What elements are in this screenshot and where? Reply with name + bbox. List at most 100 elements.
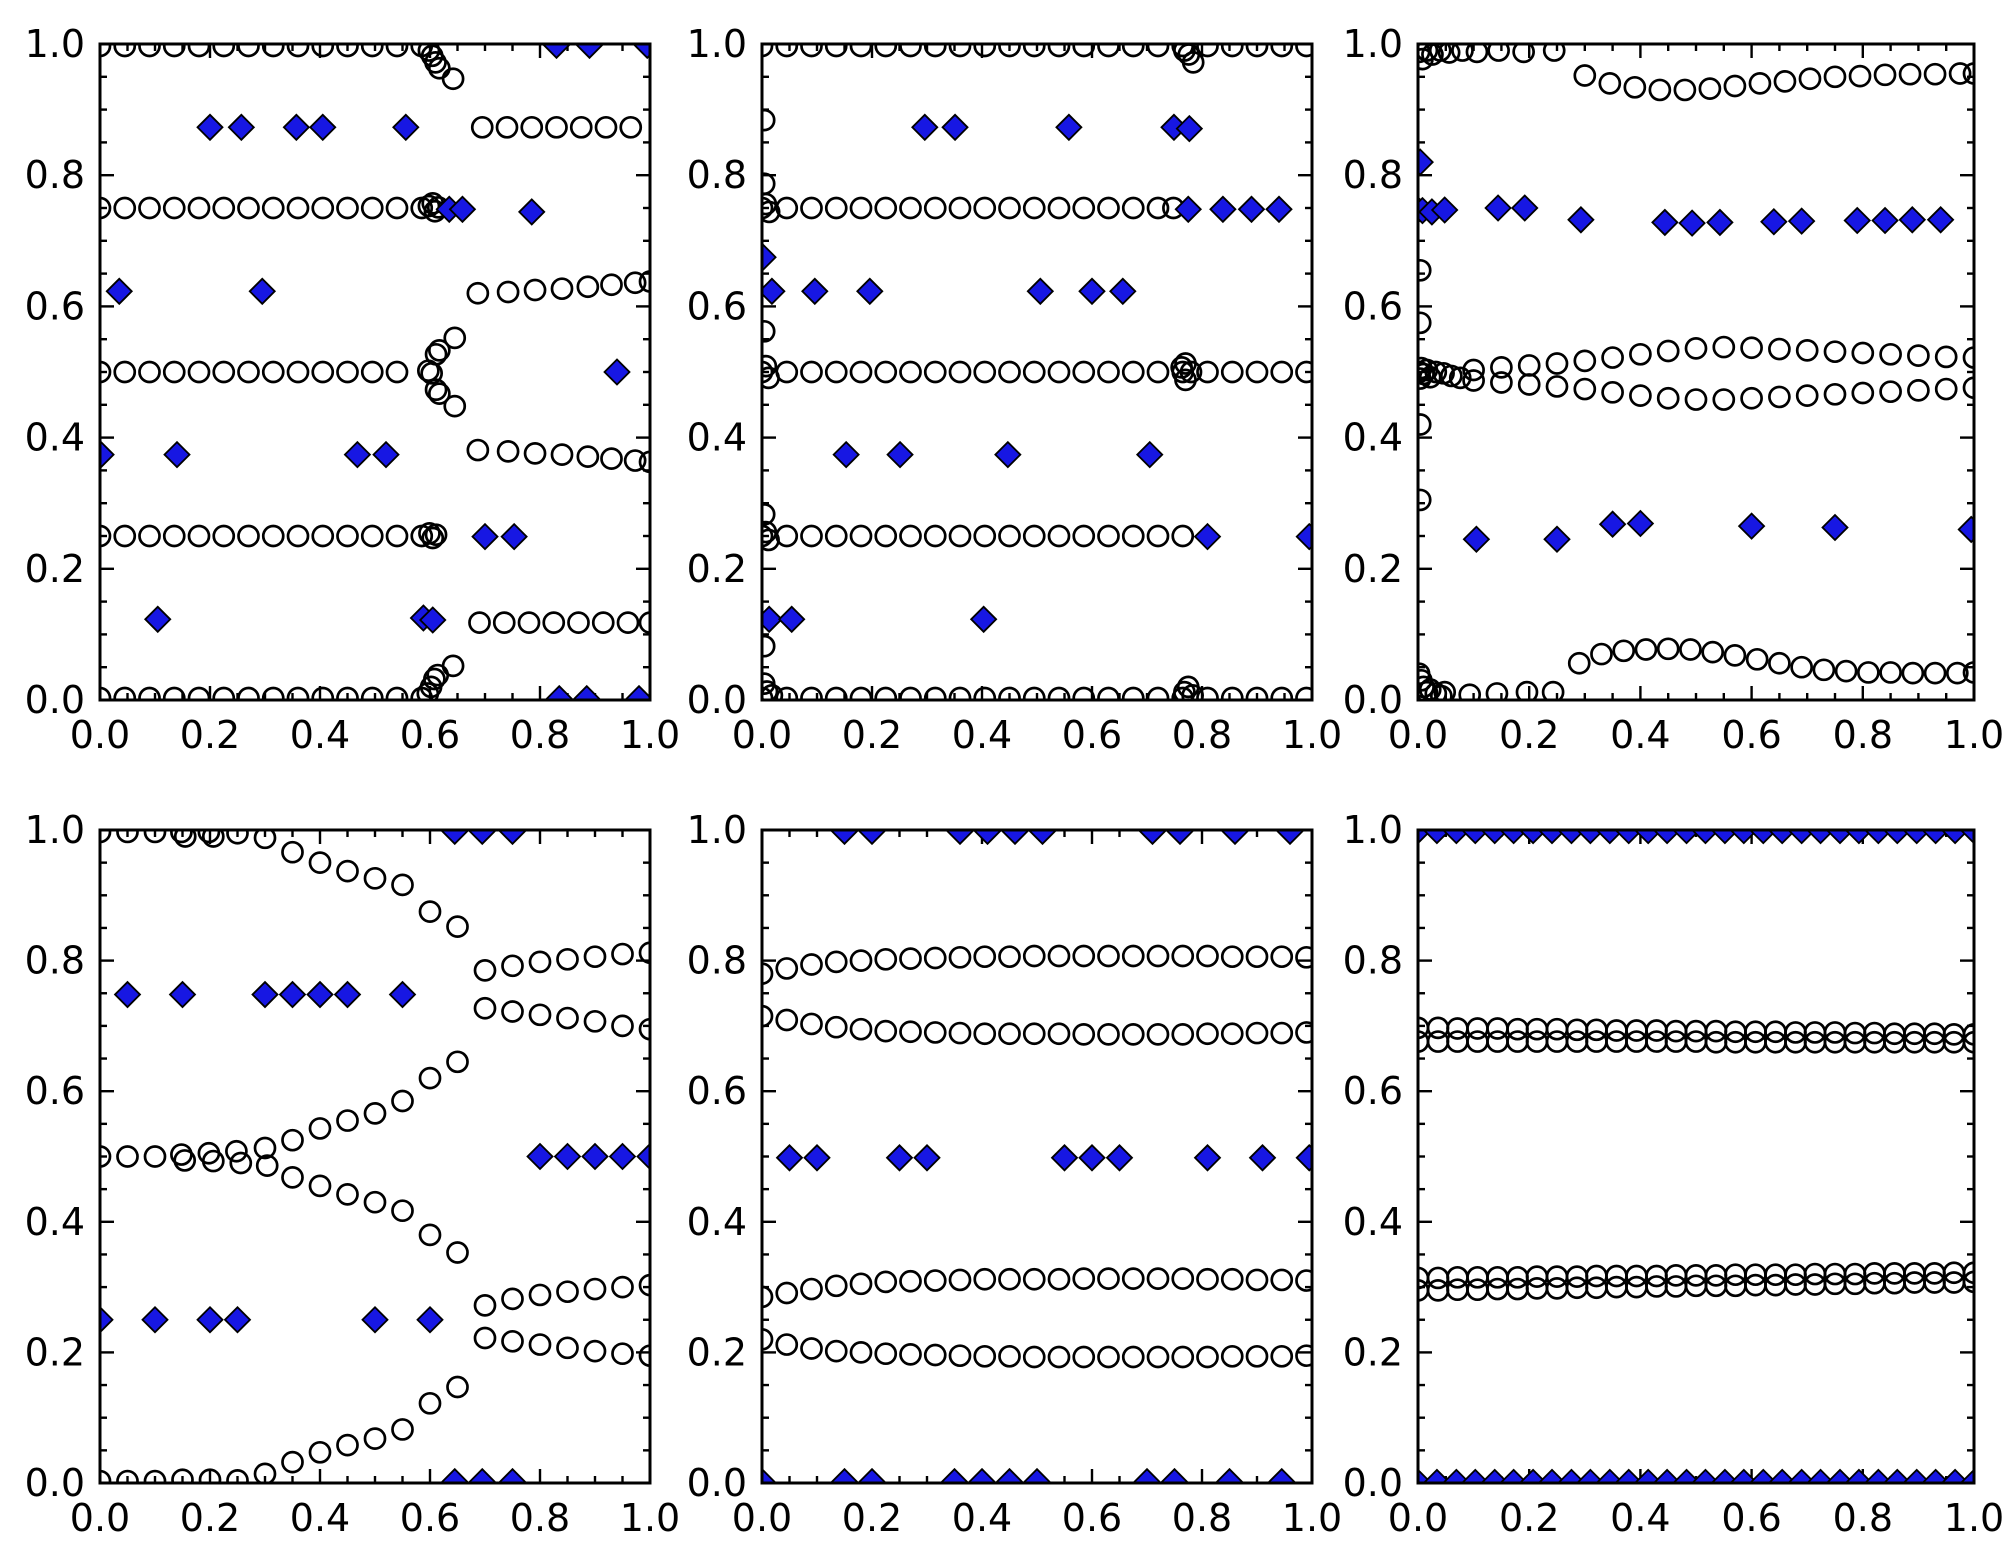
- circle-marker: [762, 524, 774, 548]
- circle-marker: [1072, 686, 1096, 700]
- circle-marker: [1962, 661, 1974, 684]
- diamond-marker: [1221, 830, 1249, 846]
- circle-marker: [1901, 661, 1925, 685]
- circle-marker: [473, 959, 497, 982]
- diamond-marker: [1730, 1468, 1758, 1483]
- circle-marker: [1072, 1345, 1096, 1369]
- circle-marker: [360, 44, 384, 58]
- diamond-marker: [1845, 1468, 1873, 1483]
- circle-marker: [1437, 44, 1461, 64]
- circle-marker: [923, 1343, 947, 1367]
- y-tick-label: 1.0: [1343, 22, 1403, 66]
- diamond-marker: [143, 605, 172, 634]
- diamond-marker: [1634, 1468, 1662, 1483]
- circle-marker: [1907, 379, 1930, 402]
- diamond-marker: [575, 44, 604, 60]
- circle-marker: [849, 949, 873, 972]
- circle-marker: [100, 686, 112, 700]
- diamond-marker: [1653, 1468, 1681, 1483]
- circle-marker: [143, 830, 167, 844]
- diamond-marker: [1691, 830, 1720, 845]
- circle-marker: [1295, 1344, 1312, 1368]
- y-tick-label: 1.0: [687, 808, 747, 852]
- circle-marker: [1196, 360, 1219, 384]
- circle-marker: [1629, 384, 1652, 407]
- circle-marker: [1962, 1261, 1974, 1285]
- diamond-marker: [581, 1142, 609, 1171]
- diamond-marker: [1480, 830, 1509, 845]
- diamond-marker: [608, 1142, 637, 1171]
- y-tick-label: 0.0: [25, 678, 85, 722]
- circle-marker: [1146, 944, 1170, 968]
- circle-marker: [576, 275, 600, 299]
- circle-marker: [1022, 360, 1046, 384]
- y-tick-label: 1.0: [25, 808, 85, 852]
- circle-marker: [523, 441, 547, 465]
- circle-marker: [212, 524, 236, 548]
- circle-marker: [187, 360, 211, 384]
- circle-marker: [1723, 644, 1747, 667]
- circle-marker: [1490, 371, 1513, 394]
- x-tick-label: 0.6: [400, 1496, 460, 1540]
- data-points: [762, 44, 1312, 700]
- circle-marker: [762, 360, 774, 384]
- circle-marker: [1146, 44, 1170, 58]
- circle-marker: [576, 445, 600, 468]
- circle-marker: [1873, 63, 1897, 87]
- circle-marker: [973, 686, 997, 700]
- circle-marker: [849, 1272, 873, 1296]
- circle-marker: [923, 196, 947, 220]
- circle-marker: [1907, 344, 1930, 367]
- subplot-top-middle: 0.0 0.2 0.4 0.6 0.8 1.0 0.0 0.2 0.4 0.6 0.8 1.0: [687, 22, 1343, 757]
- circle-marker: [800, 1337, 823, 1360]
- circle-marker: [363, 1102, 387, 1125]
- diamond-marker: [1711, 830, 1739, 845]
- diamond-marker: [1806, 830, 1835, 845]
- circle-marker: [998, 196, 1021, 220]
- circle-marker: [638, 611, 650, 634]
- x-tick-label: 1.0: [620, 1496, 680, 1540]
- circle-marker: [1418, 680, 1439, 700]
- diamond-marker: [1883, 1468, 1912, 1483]
- x-tick-label: 1.0: [620, 713, 680, 757]
- diamond-marker: [392, 113, 420, 142]
- circle-marker: [1962, 376, 1974, 400]
- circle-marker: [638, 941, 650, 965]
- circle-marker: [899, 947, 922, 970]
- circle-marker: [363, 866, 387, 890]
- circle-marker: [520, 115, 544, 139]
- circle-marker: [762, 1285, 774, 1309]
- circle-marker: [1440, 364, 1463, 388]
- diamond-marker: [1787, 207, 1816, 235]
- circle-marker: [501, 1287, 524, 1311]
- x-tick-label: 0.6: [400, 713, 460, 757]
- diamond-marker: [1557, 1468, 1586, 1483]
- circle-marker: [762, 1004, 774, 1028]
- circle-marker: [948, 360, 972, 384]
- circle-marker: [1220, 360, 1244, 384]
- circle-marker: [1590, 642, 1613, 666]
- diamond-marker: [1510, 194, 1539, 222]
- circle-marker: [775, 44, 799, 58]
- circle-marker: [286, 196, 310, 220]
- circle-marker: [998, 360, 1021, 384]
- circle-marker: [385, 524, 409, 548]
- circle-marker: [1295, 1021, 1312, 1044]
- circle-marker: [1573, 349, 1597, 373]
- circle-marker: [1295, 44, 1312, 58]
- circle-marker: [421, 526, 445, 550]
- circle-marker: [762, 528, 780, 552]
- circle-marker: [1097, 686, 1120, 700]
- data-points: [1418, 44, 1974, 700]
- diamond-marker: [471, 522, 499, 551]
- circle-marker: [225, 1139, 248, 1163]
- circle-marker: [1623, 75, 1647, 99]
- x-tick-label: 0.8: [1833, 1496, 1893, 1540]
- diamond-marker: [308, 113, 337, 142]
- diamond-marker: [1133, 1467, 1161, 1483]
- x-tick-label: 0.0: [70, 713, 130, 757]
- circle-marker: [1146, 196, 1170, 220]
- circle-marker: [212, 360, 236, 384]
- circle-marker: [1934, 345, 1958, 369]
- circle-marker: [619, 115, 643, 139]
